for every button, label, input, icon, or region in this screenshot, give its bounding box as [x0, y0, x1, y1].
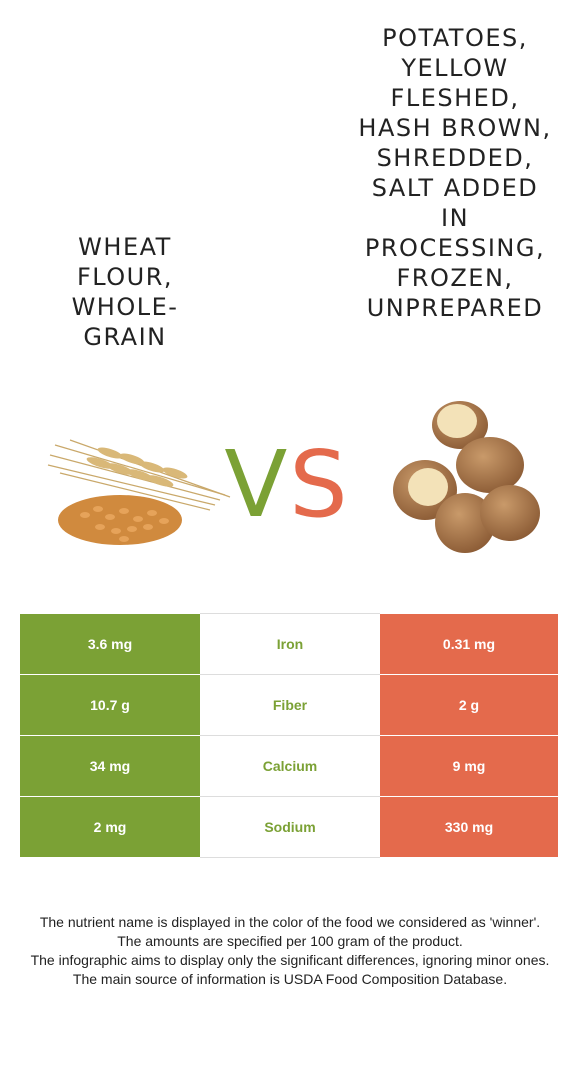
footer-line: The infographic aims to display only the…	[30, 952, 550, 968]
footer-line: The amounts are specified per 100 gram o…	[117, 933, 463, 949]
left-value: 3.6 mg	[20, 613, 200, 675]
versus-label: VS	[222, 435, 352, 535]
table-row: 3.6 mg Iron 0.31 mg	[20, 613, 558, 675]
footer-line: The main source of information is USDA F…	[72, 971, 508, 987]
nutrient-name: Iron	[200, 613, 380, 675]
left-value: 2 mg	[20, 796, 200, 858]
table-row: 2 mg Sodium 330 mg	[20, 796, 558, 858]
comparison-table: 3.6 mg Iron 0.31 mg 10.7 g Fiber 2 g 34 mg Calc…	[20, 613, 558, 858]
footer-notes: The nutrient name is displayed in the co…	[20, 913, 560, 989]
left-value: 10.7 g	[20, 674, 200, 736]
table-row: 10.7 g Fiber 2 g	[20, 674, 558, 736]
table-row: 34 mg Calcium 9 mg	[20, 735, 558, 797]
right-value: 2 g	[380, 674, 558, 736]
right-value: 0.31 mg	[380, 613, 558, 675]
footer-line: The nutrient name is displayed in the co…	[39, 914, 541, 930]
wheat-grain-icon	[47, 439, 231, 545]
potato-icon	[393, 401, 540, 553]
food-left-title: Wheat flour, whole-grain	[71, 233, 179, 351]
food-right-title: Potatoes, yellow fleshed, hash brown, sh…	[358, 24, 552, 322]
right-value: 330 mg	[380, 796, 558, 858]
nutrient-name: Calcium	[200, 735, 380, 797]
left-value: 34 mg	[20, 735, 200, 797]
nutrient-name: Fiber	[200, 674, 380, 736]
vs-v: V	[224, 431, 290, 538]
right-value: 9 mg	[380, 735, 558, 797]
vs-s: S	[289, 431, 350, 538]
nutrient-name: Sodium	[200, 796, 380, 858]
